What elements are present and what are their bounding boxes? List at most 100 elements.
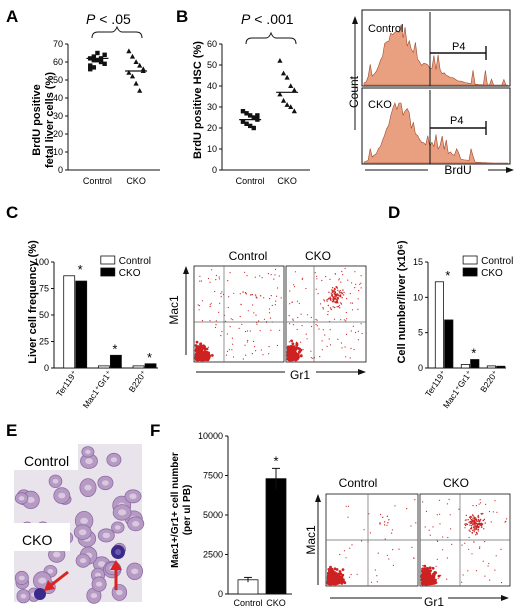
y-tick-label: 25 <box>39 337 49 347</box>
flow-dot <box>337 305 340 308</box>
flow-dot <box>482 519 484 522</box>
flow-dot <box>440 574 442 577</box>
red-blood-cell-center <box>95 581 103 587</box>
flow-dot <box>254 276 256 278</box>
flow-dot <box>469 517 472 519</box>
flow-dot <box>384 538 386 540</box>
flow-dot <box>244 271 246 273</box>
red-blood-cell-center <box>132 521 140 527</box>
flow-dot <box>470 526 473 529</box>
flow-dot <box>447 536 449 539</box>
flow-dot <box>338 291 340 293</box>
flow-dot <box>322 307 324 309</box>
flow-dot <box>479 520 481 523</box>
flow-dot <box>209 281 211 283</box>
flow-dot <box>462 574 464 576</box>
data-point <box>91 58 97 63</box>
flow-dot <box>376 575 378 577</box>
flow-dot <box>347 505 349 507</box>
flow-dot <box>439 513 441 515</box>
red-blood-cell-center <box>26 496 35 503</box>
flow-dot <box>305 333 307 335</box>
flow-dot <box>357 308 359 310</box>
flow-dot <box>471 520 473 522</box>
flow-dot <box>487 565 489 567</box>
flow-dot <box>327 304 329 307</box>
red-arrow-2 <box>49 570 69 588</box>
flow-dot <box>336 299 338 302</box>
y-tick-label: 5000 <box>203 510 223 520</box>
flow-dot <box>345 505 347 507</box>
flow-dot <box>289 303 291 305</box>
pvalue-text: < .001 <box>250 11 293 27</box>
significance-star: * <box>471 346 476 361</box>
flow-dot <box>245 330 247 333</box>
y-tick-label: 50 <box>39 310 49 320</box>
flow-dot <box>446 578 448 580</box>
flow-dot <box>241 323 243 325</box>
flow-dot <box>239 293 241 295</box>
y-tick-label: 30 <box>207 102 217 112</box>
data-point <box>133 59 139 64</box>
flow-dot <box>310 316 312 319</box>
flow-dot <box>334 579 338 583</box>
flow-dot <box>504 521 506 523</box>
y-tick-label: 0 <box>218 589 223 599</box>
flow-dot <box>294 347 298 351</box>
data-point <box>137 62 143 68</box>
flow-dot <box>337 338 339 340</box>
flow-dot <box>226 333 228 335</box>
bar <box>486 365 496 369</box>
flow-dot <box>299 354 303 358</box>
flow-dot <box>268 308 271 310</box>
red-blood-cell-center <box>52 479 59 484</box>
panel-f-ylabel-2: (per ul PB) <box>182 485 193 536</box>
flow-dot <box>220 335 222 337</box>
flow-dot <box>242 358 244 360</box>
red-blood-cell-center <box>78 529 87 536</box>
flow-dot <box>296 346 300 350</box>
flow-dot <box>269 298 271 300</box>
flow-dot <box>330 299 332 301</box>
flow-dot <box>345 320 347 322</box>
flow-dot <box>347 279 349 281</box>
x-tick-label: B220⁺ <box>478 368 500 394</box>
x-tick-label: Control <box>83 176 112 186</box>
flow-dot <box>339 307 341 309</box>
flow-dot <box>200 280 203 282</box>
flow-dot <box>436 514 438 516</box>
flow-dot <box>201 300 204 302</box>
flow-dot <box>450 528 452 530</box>
flow-dot <box>330 567 334 571</box>
flow-dot <box>469 524 471 526</box>
flow-dot <box>340 582 344 585</box>
flow-dot <box>198 305 201 307</box>
red-blood-cell-center <box>102 532 111 539</box>
flow-dot <box>296 328 298 331</box>
flow-dot <box>195 340 199 344</box>
bar <box>75 280 88 369</box>
flow-dot <box>228 349 230 351</box>
flow-dot <box>340 281 342 283</box>
flow-dot <box>428 529 430 531</box>
flow-dot <box>296 358 298 360</box>
flow-dot <box>292 345 296 349</box>
flow-dot <box>451 543 453 546</box>
flow-f-dots-control <box>326 499 417 586</box>
bar <box>460 364 470 369</box>
flow-dot <box>255 314 257 316</box>
red-arrow-1-head <box>110 560 122 570</box>
flow-dot <box>394 505 396 507</box>
flow-dot <box>195 349 199 353</box>
flow-dot <box>341 573 345 577</box>
flow-dot <box>197 345 201 349</box>
significance-star: * <box>112 341 117 356</box>
y-tick-label: 15 <box>413 257 423 267</box>
flow-dot <box>340 342 343 344</box>
bar <box>109 354 122 369</box>
pvalue-p: P <box>86 11 96 27</box>
flow-dot <box>421 567 425 571</box>
flow-dot <box>330 571 334 575</box>
flow-dot <box>361 540 363 542</box>
bar <box>444 319 454 369</box>
